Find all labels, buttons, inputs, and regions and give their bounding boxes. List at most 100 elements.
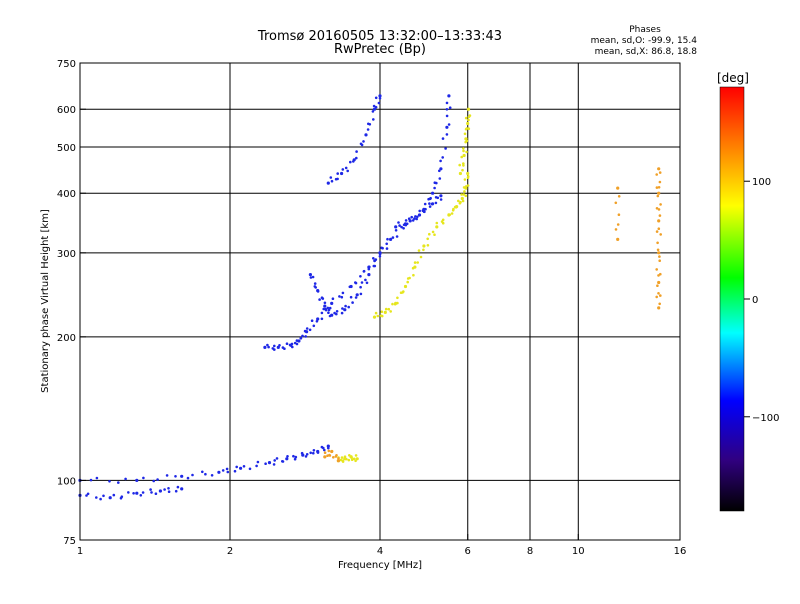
data-point (465, 127, 469, 130)
data-point (657, 186, 661, 189)
data-point (413, 265, 417, 269)
data-point (290, 342, 294, 346)
data-point (378, 254, 382, 258)
data-point (397, 221, 400, 224)
data-point (365, 281, 369, 285)
data-point (445, 101, 449, 105)
data-point (141, 491, 145, 494)
data-point (450, 212, 454, 215)
data-point (364, 133, 368, 137)
data-point (406, 280, 410, 284)
y-tick-label: 100 (57, 476, 76, 487)
data-point (658, 180, 662, 184)
data-point (318, 298, 321, 301)
data-point (275, 457, 279, 460)
data-point (340, 456, 344, 459)
x-tick-label: 6 (465, 546, 471, 557)
x-tick-label: 4 (377, 546, 383, 557)
data-point (657, 219, 661, 223)
data-point (362, 140, 365, 143)
y-tick-label: 400 (57, 189, 76, 200)
data-point (614, 201, 618, 205)
data-point (441, 137, 445, 140)
data-point (330, 313, 334, 317)
data-point (180, 474, 184, 478)
data-point (434, 201, 438, 205)
data-point (383, 310, 387, 314)
data-point (354, 296, 358, 299)
data-point (464, 185, 468, 188)
data-point (657, 167, 661, 171)
data-point (305, 330, 309, 334)
data-point (465, 137, 468, 141)
data-point (352, 457, 356, 461)
data-point (304, 335, 308, 338)
data-point (461, 168, 464, 172)
data-point (186, 476, 190, 480)
colorbar-tick-label: −100 (752, 413, 779, 424)
data-point (423, 202, 427, 206)
data-point (312, 449, 316, 452)
data-point (150, 491, 153, 494)
y-tick-label: 300 (57, 249, 76, 260)
data-point (464, 194, 468, 198)
data-point (360, 281, 364, 284)
data-point (320, 445, 324, 449)
data-point (414, 215, 417, 218)
data-point (439, 194, 443, 198)
data-point (656, 241, 659, 245)
y-tick-label: 75 (63, 536, 76, 547)
data-point (312, 451, 315, 455)
data-point (85, 494, 88, 497)
data-point (616, 223, 620, 226)
data-point (441, 156, 445, 159)
data-point (89, 478, 93, 482)
data-point (658, 214, 662, 217)
data-point (426, 237, 430, 241)
data-point (462, 147, 465, 150)
data-point (273, 348, 276, 351)
data-point (398, 224, 401, 227)
data-point (135, 478, 139, 482)
data-point (463, 178, 467, 181)
data-point (267, 461, 272, 465)
data-point (385, 247, 389, 250)
data-point (324, 307, 327, 311)
data-point (225, 467, 229, 471)
data-point (655, 230, 659, 233)
chart-title: Tromsø 20160505 13:32:00–13:33:43 (257, 29, 502, 44)
data-point (154, 492, 158, 496)
data-point (135, 491, 139, 495)
data-point (158, 489, 162, 493)
data-point (387, 307, 391, 311)
data-point (428, 232, 431, 236)
stats-x-mode: mean, sd,X: 86.8, 18.8 (595, 47, 698, 57)
data-point (374, 311, 378, 315)
data-point (323, 448, 326, 452)
data-point (438, 177, 442, 180)
data-point (431, 191, 435, 195)
data-point (304, 455, 308, 458)
colorbar-tick-label: 0 (752, 295, 758, 306)
data-point (242, 465, 246, 468)
data-point (431, 230, 435, 234)
x-tick-label: 1 (77, 546, 83, 557)
data-point (301, 453, 305, 457)
data-point (366, 128, 370, 131)
data-point (355, 457, 359, 461)
colorbar-ticks: 100 0 −100 (744, 177, 779, 424)
data-point (299, 336, 303, 340)
data-point (328, 306, 332, 310)
data-point (462, 149, 465, 153)
data-point (457, 199, 460, 203)
data-point (350, 456, 353, 459)
data-point (322, 307, 326, 311)
data-point (343, 455, 347, 459)
data-point (454, 206, 458, 209)
data-point (391, 236, 395, 239)
data-point (378, 94, 382, 98)
data-point (332, 456, 335, 459)
data-point (286, 455, 289, 458)
data-point (439, 167, 443, 171)
data-point (377, 101, 381, 105)
